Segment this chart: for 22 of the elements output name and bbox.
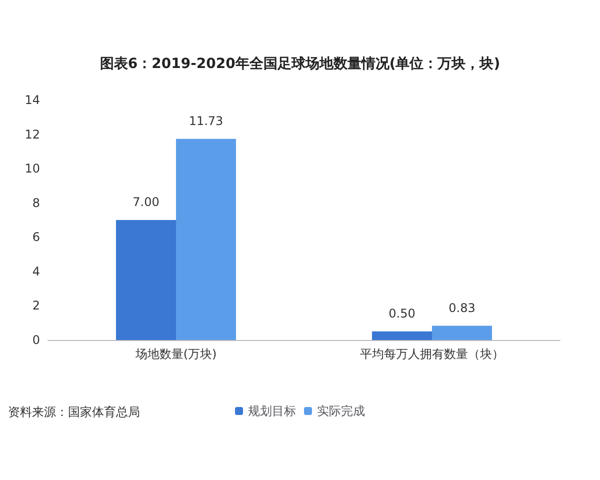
data-label: 0.83 xyxy=(448,300,476,315)
y-tick-label: 0 xyxy=(32,333,40,347)
y-tick-label: 6 xyxy=(32,230,40,244)
y-tick-label: 4 xyxy=(32,264,40,278)
legend-label: 实际完成 xyxy=(317,404,365,418)
text: 资料来源：国家体育总局 xyxy=(8,405,140,419)
y-tick-label: 2 xyxy=(32,298,40,313)
x-tick-label: 平均每万人拥有数量（块） xyxy=(360,347,504,361)
legend-label: 规划目标 xyxy=(248,404,296,418)
bar xyxy=(432,326,492,340)
data-label: 11.73 xyxy=(188,114,224,128)
data-label: 7.00 xyxy=(132,195,160,209)
y-tick-label: 8 xyxy=(32,196,40,210)
bar xyxy=(372,331,432,340)
y-tick-label: 10 xyxy=(24,162,40,176)
y-tick-label: 14 xyxy=(24,93,40,107)
x-tick-label: 场地数量(万块) xyxy=(134,347,217,361)
bar xyxy=(116,220,176,340)
bar xyxy=(176,138,236,340)
chart-title: 图表6：2019-2020年全国足球场地数量情况(单位：万块，块) xyxy=(100,56,500,72)
data-label: 0.50 xyxy=(388,306,416,320)
y-tick-label: 12 xyxy=(24,127,40,142)
